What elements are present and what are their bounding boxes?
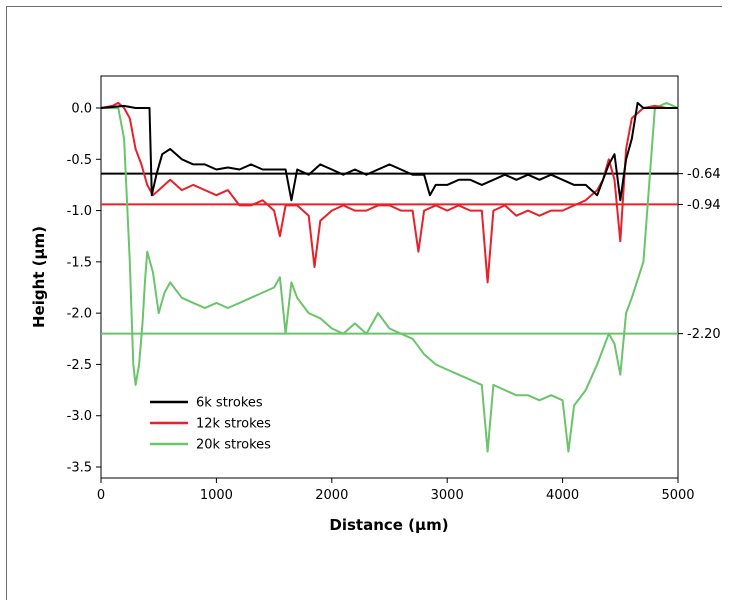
reference-label: -0.64	[687, 167, 721, 182]
y-tick-label: -0.5	[67, 153, 92, 168]
reference-label: -2.20	[687, 327, 721, 342]
x-tick-label: 1000	[200, 488, 233, 503]
legend-label: 6k strokes	[196, 396, 263, 411]
figure-frame	[6, 6, 722, 600]
x-tick-label: 3000	[431, 488, 464, 503]
ticks: 0 1000 2000 3000 4000 5000 0.0 -0.5 -1.0 -1.5 -2.0…	[67, 102, 695, 504]
reference-lines: -0.64 -0.94 -2.20	[101, 167, 721, 342]
x-tick-label: 0	[97, 488, 105, 503]
x-axis-title: Distance (µm)	[329, 516, 448, 534]
series-line-6k-strokes	[100, 101, 678, 202]
y-tick-label: -3.0	[67, 409, 92, 424]
y-tick-label: -3.5	[67, 461, 92, 476]
y-tick-label: -1.0	[67, 204, 92, 219]
y-axis-title: Height (µm)	[30, 226, 48, 328]
series-line-12k-strokes	[100, 101, 678, 284]
reference-label: -0.94	[687, 198, 721, 213]
x-tick-label: 5000	[661, 488, 694, 503]
y-tick-label: -2.0	[67, 307, 92, 322]
x-tick-label: 4000	[546, 488, 579, 503]
plot-area	[100, 75, 679, 479]
axes	[100, 75, 679, 479]
legend-label: 20k strokes	[196, 438, 271, 453]
series-line-20k-strokes	[101, 101, 679, 453]
series-lines	[100, 101, 679, 453]
legend: 6k strokes 12k strokes 20k strokes	[150, 396, 271, 453]
y-tick-label: -2.5	[67, 358, 92, 373]
y-tick-label: -1.5	[67, 255, 92, 270]
x-tick-label: 2000	[315, 488, 348, 503]
legend-label: 12k strokes	[196, 417, 271, 432]
y-tick-label: 0.0	[71, 102, 92, 117]
